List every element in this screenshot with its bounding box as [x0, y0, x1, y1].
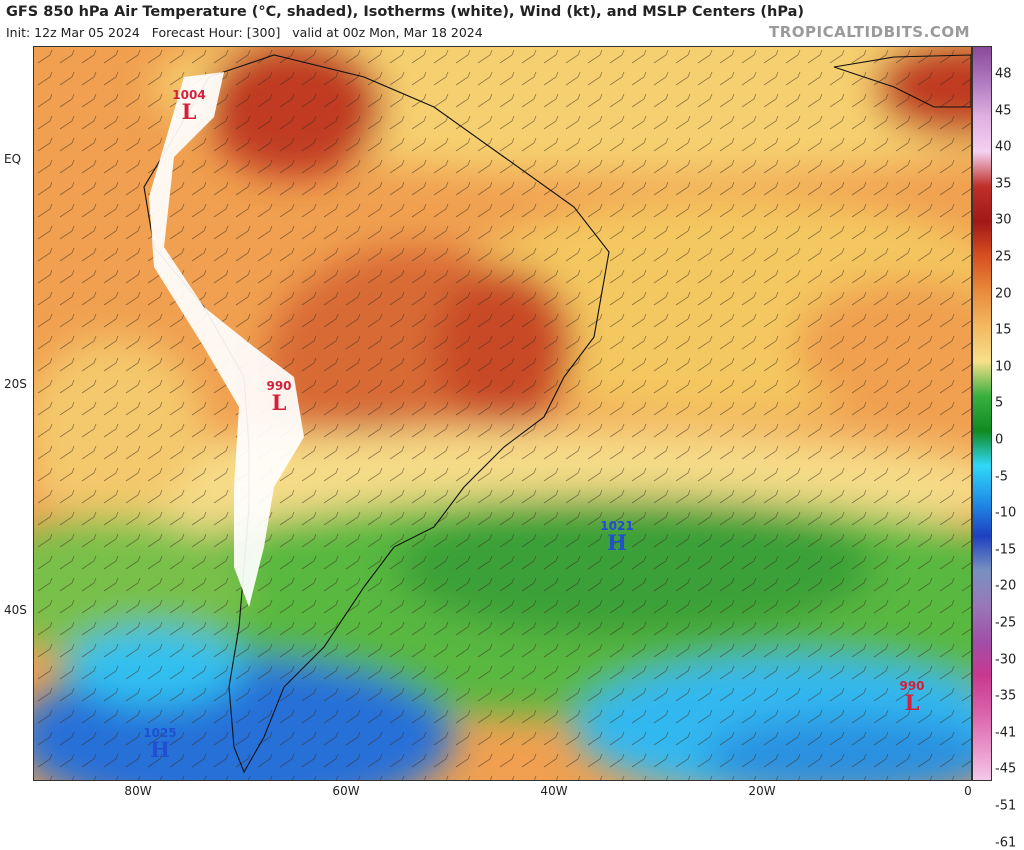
forecast-hour: Forecast Hour: [300]	[151, 25, 281, 40]
color-scale-label: 40	[995, 139, 1012, 155]
init-time: Init: 12z Mar 05 2024	[6, 25, 140, 40]
pressure-value: 1021	[600, 519, 634, 533]
color-scale-label: -5	[995, 469, 1008, 485]
pressure-value: 1004	[172, 88, 206, 102]
color-scale-label: -61	[995, 835, 1017, 850]
color-scale-label: -41	[995, 725, 1017, 741]
color-scale-label: 20	[995, 286, 1012, 302]
pressure-symbol: L	[904, 690, 920, 715]
valid-time: valid at 00z Mon, Mar 18 2024	[292, 25, 483, 40]
low-pressure-center: 1004 L	[172, 89, 205, 122]
high-pressure-center: 1021 H	[600, 520, 633, 553]
pressure-symbol: L	[181, 99, 197, 124]
lat-label-eq: EQ	[4, 152, 22, 166]
lon-label-40w: 40W	[540, 784, 568, 798]
pressure-value: 990	[899, 679, 925, 693]
lat-label-20s: 20S	[4, 377, 27, 391]
color-scale-label: -20	[995, 578, 1017, 594]
lon-label-60w: 60W	[332, 784, 360, 798]
temperature-map	[34, 47, 971, 780]
pressure-symbol: H	[607, 530, 627, 555]
pressure-value: 990	[266, 379, 292, 393]
color-scale-label: -15	[995, 542, 1017, 558]
pressure-value: 1025	[143, 726, 177, 740]
color-scale-label: 25	[995, 249, 1012, 265]
terrain-mask-andes	[149, 72, 304, 607]
low-pressure-center: 990 L	[266, 380, 291, 413]
lon-label-0: 0	[964, 784, 972, 798]
pressure-symbol: H	[150, 737, 170, 762]
color-scale-label: 30	[995, 212, 1012, 228]
temperature-shading	[34, 47, 971, 780]
map-title: GFS 850 hPa Air Temperature (°C, shaded)…	[6, 4, 805, 20]
color-scale-label: -10	[995, 505, 1017, 521]
color-scale-bar	[972, 46, 992, 781]
low-pressure-center: 990 L	[899, 680, 924, 713]
high-pressure-center: 1025 H	[143, 727, 176, 760]
color-scale-label: 45	[995, 103, 1012, 119]
color-scale-label: -35	[995, 688, 1017, 704]
color-scale-label: 10	[995, 359, 1012, 375]
color-scale-label: 48	[995, 66, 1012, 82]
map-subtitle: Init: 12z Mar 05 2024 Forecast Hour: [30…	[6, 25, 483, 40]
lat-label-40s: 40S	[4, 603, 27, 617]
color-scale-label: -30	[995, 652, 1017, 668]
lon-label-80w: 80W	[124, 784, 152, 798]
color-scale-label: -51	[995, 798, 1017, 814]
color-scale-label: -45	[995, 761, 1017, 777]
lon-label-20w: 20W	[748, 784, 776, 798]
color-scale-label: 35	[995, 176, 1012, 192]
map-panel[interactable]: 1004 L 990 L 1021 H 990 L 1025 H	[33, 46, 972, 781]
site-watermark[interactable]: TROPICALTIDBITS.COM	[769, 23, 970, 41]
color-scale-label: 15	[995, 322, 1012, 338]
color-scale-label: 0	[995, 432, 1004, 448]
pressure-symbol: L	[271, 390, 287, 415]
color-scale-label: 5	[995, 395, 1004, 411]
color-scale-label: -25	[995, 615, 1017, 631]
